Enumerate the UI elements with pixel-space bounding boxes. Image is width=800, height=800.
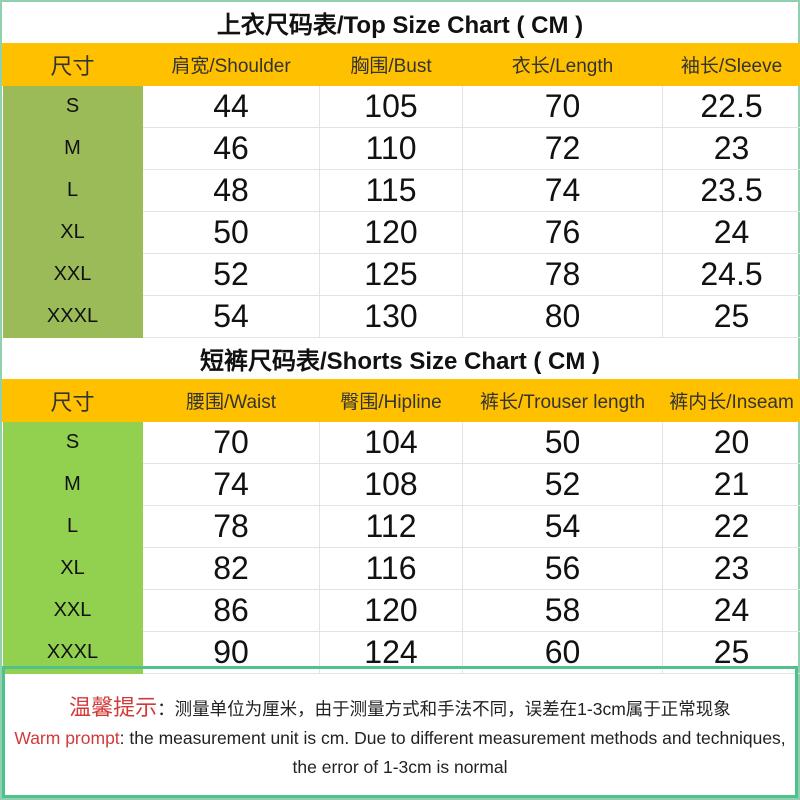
table-cell: 130 xyxy=(319,295,463,338)
table-cell: 56 xyxy=(462,547,663,590)
table-cell: 54 xyxy=(142,295,320,338)
table-cell: 76 xyxy=(462,211,663,254)
table-cell: 78 xyxy=(462,253,663,296)
size-label: S xyxy=(2,85,143,128)
table-row: S 70 104 50 20 xyxy=(2,421,800,464)
table-cell: 23 xyxy=(662,127,800,170)
size-label: XXL xyxy=(2,253,143,296)
notice-en-text: : the measurement unit is cm. Due to dif… xyxy=(119,728,786,777)
table-cell: 108 xyxy=(319,463,463,506)
table-cell: 50 xyxy=(462,421,663,464)
size-label: S xyxy=(2,421,143,464)
table-cell: 70 xyxy=(142,421,320,464)
column-header: 裤内长/Inseam xyxy=(662,379,800,422)
column-header: 胸围/Bust xyxy=(319,43,463,86)
table-cell: 74 xyxy=(142,463,320,506)
table-row: L 78 112 54 22 xyxy=(2,505,800,548)
table-cell: 78 xyxy=(142,505,320,548)
table-row: S 44 105 70 22.5 xyxy=(2,85,800,128)
table-cell: 82 xyxy=(142,547,320,590)
table-row: XXXL 54 130 80 25 xyxy=(2,295,800,338)
size-label: XL xyxy=(2,547,143,590)
table-cell: 120 xyxy=(319,211,463,254)
table-cell: 58 xyxy=(462,589,663,632)
table-cell: 70 xyxy=(462,85,663,128)
table-cell: 21 xyxy=(662,463,800,506)
measurement-notice: 温馨提示：测量单位为厘米，由于测量方式和手法不同，误差在1-3cm属于正常现象 … xyxy=(2,666,798,798)
table-row: M 74 108 52 21 xyxy=(2,463,800,506)
table-cell: 120 xyxy=(319,589,463,632)
table-row: L 48 115 74 23.5 xyxy=(2,169,800,212)
size-label: L xyxy=(2,505,143,548)
size-label: XXXL xyxy=(2,295,143,338)
table-row: XXL 52 125 78 24.5 xyxy=(2,253,800,296)
table-row: XL 50 120 76 24 xyxy=(2,211,800,254)
table-cell: 74 xyxy=(462,169,663,212)
table-cell: 52 xyxy=(462,463,663,506)
notice-en-label: Warm prompt xyxy=(14,728,120,748)
table-cell: 112 xyxy=(319,505,463,548)
table-cell: 23 xyxy=(662,547,800,590)
table-cell: 23.5 xyxy=(662,169,800,212)
table-row: M 46 110 72 23 xyxy=(2,127,800,170)
table-cell: 52 xyxy=(142,253,320,296)
size-label: M xyxy=(2,127,143,170)
table-cell: 22 xyxy=(662,505,800,548)
table-cell: 115 xyxy=(319,169,463,212)
size-label: M xyxy=(2,463,143,506)
shorts-size-table: 尺寸 腰围/Waist 臀围/Hipline 裤长/Trouser length 裤内长… xyxy=(2,379,800,674)
column-header: 臀围/Hipline xyxy=(319,379,463,422)
table-cell: 105 xyxy=(319,85,463,128)
notice-cn-label: 温馨提示 xyxy=(69,695,158,720)
table-cell: 50 xyxy=(142,211,320,254)
column-header: 袖长/Sleeve xyxy=(662,43,800,86)
table-cell: 46 xyxy=(142,127,320,170)
table-cell: 110 xyxy=(319,127,463,170)
table-cell: 86 xyxy=(142,589,320,632)
table-cell: 116 xyxy=(319,547,463,590)
size-label: XXL xyxy=(2,589,143,632)
table-row: XL 82 116 56 23 xyxy=(2,547,800,590)
column-header: 裤长/Trouser length xyxy=(462,379,663,422)
header-row: 尺寸 肩宽/Shoulder 胸围/Bust 衣长/Length 袖长/Sleeve xyxy=(2,43,800,86)
table-cell: 22.5 xyxy=(662,85,800,128)
table-cell: 125 xyxy=(319,253,463,296)
table-row: XXL 86 120 58 24 xyxy=(2,589,800,632)
column-header: 尺寸 xyxy=(2,379,143,422)
column-header: 肩宽/Shoulder xyxy=(142,43,320,86)
table-cell: 80 xyxy=(462,295,663,338)
size-label: L xyxy=(2,169,143,212)
top-size-table: 尺寸 肩宽/Shoulder 胸围/Bust 衣长/Length 袖长/Sleeve S 4… xyxy=(2,43,800,338)
table-cell: 104 xyxy=(319,421,463,464)
column-header: 尺寸 xyxy=(2,43,143,86)
table-cell: 72 xyxy=(462,127,663,170)
table-cell: 25 xyxy=(662,295,800,338)
size-label: XL xyxy=(2,211,143,254)
notice-cn-text: ：测量单位为厘米，由于测量方式和手法不同，误差在1-3cm属于正常现象 xyxy=(157,699,731,719)
table-cell: 24 xyxy=(662,589,800,632)
table-cell: 20 xyxy=(662,421,800,464)
table-cell: 24 xyxy=(662,211,800,254)
header-row: 尺寸 腰围/Waist 臀围/Hipline 裤长/Trouser length 裤内长… xyxy=(2,379,800,422)
table-cell: 48 xyxy=(142,169,320,212)
column-header: 腰围/Waist xyxy=(142,379,320,422)
table-cell: 24.5 xyxy=(662,253,800,296)
table-cell: 44 xyxy=(142,85,320,128)
table-cell: 54 xyxy=(462,505,663,548)
shorts-size-chart-title: 短裤尺码表/Shorts Size Chart ( CM ) xyxy=(199,348,601,375)
column-header: 衣长/Length xyxy=(462,43,663,86)
top-size-chart-title: 上衣尺码表/Top Size Chart ( CM ) xyxy=(216,12,584,39)
